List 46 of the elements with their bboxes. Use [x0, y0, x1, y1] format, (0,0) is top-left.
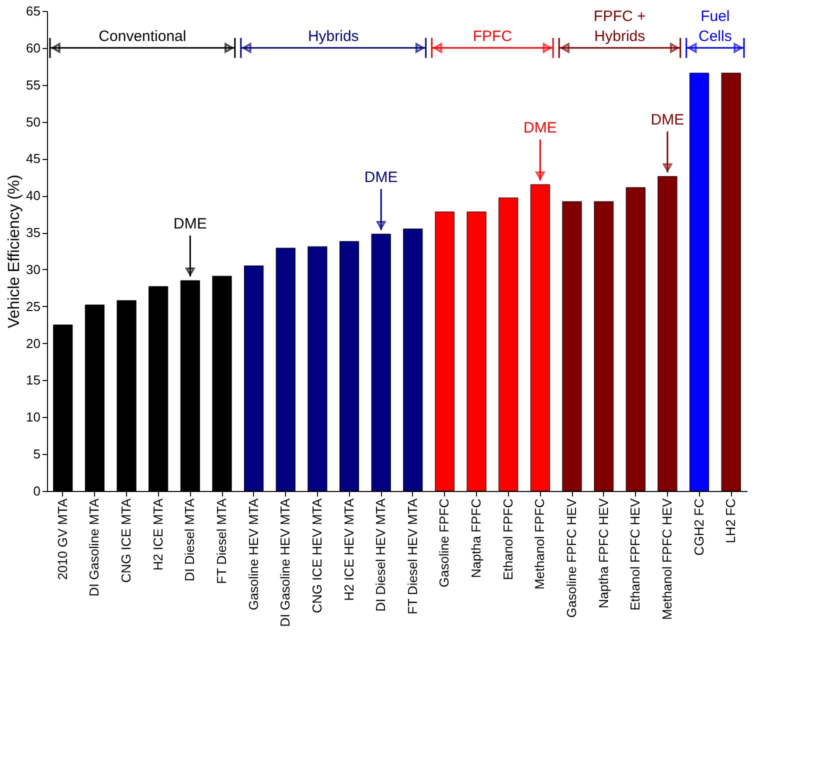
y-tick-label: 35	[26, 225, 40, 240]
x-tick-label: CNG ICE MTA	[118, 498, 134, 583]
x-tick-label: H2 ICE MTA	[150, 498, 166, 570]
y-tick-label: 10	[26, 410, 40, 425]
x-tick-label: Gasoline FPFC	[436, 498, 452, 588]
y-tick-label: 45	[26, 151, 40, 166]
y-tick-label: 15	[26, 372, 40, 388]
x-tick-label: Ethanol FPFC HEV	[628, 498, 643, 610]
y-tick-label: 55	[26, 77, 40, 92]
annotation: DME	[524, 120, 557, 137]
x-tick-label: FT Diesel HEV MTA	[404, 498, 420, 614]
x-tick-label: DI Gasoline HEV MTA	[278, 498, 293, 627]
x-tick-label: LH2 FC	[723, 498, 738, 544]
y-tick-label: 25	[26, 298, 40, 314]
annotation: DME	[364, 169, 398, 186]
x-tick-label: Gasoline FPFC HEV	[564, 498, 579, 618]
x-tick-label: Gasoline HEV MTA	[246, 498, 261, 610]
x-tick-label: Methanol FPFC HEV	[659, 498, 674, 620]
y-tick-label: 0	[33, 484, 40, 498]
x-tick-label: FT Diesel MTA	[214, 498, 229, 584]
y-tick-label: 60	[26, 40, 40, 56]
x-tick-label: 2010 GV MTA	[54, 498, 70, 580]
annotation: Hybrids	[308, 28, 359, 45]
y-tick-label: 65	[26, 4, 40, 18]
x-tick-label: Ethanol FPFC	[500, 498, 516, 580]
y-tick-label: 30	[26, 262, 40, 277]
y-tick-label: 50	[26, 114, 40, 130]
x-tick-label: Naptha FPFC HEV	[596, 498, 611, 608]
x-tick-label: Naptha FPFC	[468, 498, 484, 578]
annotation: FPFC + Hybrids	[594, 8, 646, 45]
annotation: FPFC	[472, 28, 512, 45]
x-tick-label: Methanol FPFC	[532, 498, 548, 590]
annotation: DME	[650, 111, 684, 128]
annotation: Fuel Cells	[698, 8, 732, 45]
y-axis-title: Vehicle Efficiency (%)	[6, 174, 24, 328]
x-tick-label: CNG ICE HEV MTA	[309, 498, 324, 614]
x-tick-label: DI Diesel MTA	[182, 498, 198, 582]
y-tick-label: 5	[33, 446, 40, 462]
x-tick-label: CGH2 FC	[691, 498, 706, 556]
x-tick-label: DI Gasoline MTA	[86, 498, 102, 597]
annotation: Conventional	[98, 28, 186, 45]
x-tick-label: DI Diesel HEV MTA	[373, 498, 388, 612]
y-tick-label: 40	[26, 188, 40, 204]
x-tick-label: H2 ICE HEV MTA	[341, 498, 356, 601]
annotation: DME	[174, 216, 207, 233]
y-tick-label: 20	[26, 336, 40, 351]
